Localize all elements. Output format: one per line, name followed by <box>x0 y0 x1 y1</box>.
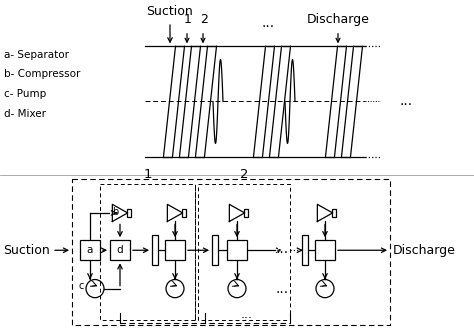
Text: ...: ... <box>400 95 413 109</box>
Text: ...: ... <box>262 16 274 30</box>
Text: 2: 2 <box>200 13 208 27</box>
Text: ...: ... <box>275 242 289 256</box>
Text: 2: 2 <box>240 167 248 180</box>
Text: Suction: Suction <box>146 5 193 18</box>
FancyBboxPatch shape <box>227 240 247 260</box>
Text: a: a <box>87 245 93 255</box>
FancyBboxPatch shape <box>127 209 131 217</box>
Polygon shape <box>112 204 128 221</box>
Text: b- Compressor: b- Compressor <box>4 70 81 80</box>
FancyBboxPatch shape <box>212 235 218 265</box>
FancyBboxPatch shape <box>165 240 185 260</box>
Text: d: d <box>117 245 123 255</box>
Text: d- Mixer: d- Mixer <box>4 109 46 119</box>
Text: b: b <box>112 207 118 217</box>
FancyBboxPatch shape <box>302 235 308 265</box>
FancyBboxPatch shape <box>332 209 336 217</box>
Text: Discharge: Discharge <box>307 13 369 27</box>
Text: c: c <box>78 281 84 291</box>
Text: Suction: Suction <box>3 244 50 257</box>
FancyBboxPatch shape <box>182 209 186 217</box>
Polygon shape <box>229 204 245 221</box>
Text: ...: ... <box>241 308 253 321</box>
FancyBboxPatch shape <box>244 209 247 217</box>
Text: 1: 1 <box>144 167 152 180</box>
Polygon shape <box>167 204 182 221</box>
FancyBboxPatch shape <box>80 240 100 260</box>
FancyBboxPatch shape <box>152 235 158 265</box>
FancyBboxPatch shape <box>315 240 335 260</box>
Text: c- Pump: c- Pump <box>4 89 46 99</box>
Text: a- Separator: a- Separator <box>4 50 69 60</box>
Polygon shape <box>318 204 333 221</box>
FancyBboxPatch shape <box>110 240 130 260</box>
Text: 1: 1 <box>184 13 192 27</box>
Text: Discharge: Discharge <box>393 244 456 257</box>
Text: ...: ... <box>275 282 289 296</box>
